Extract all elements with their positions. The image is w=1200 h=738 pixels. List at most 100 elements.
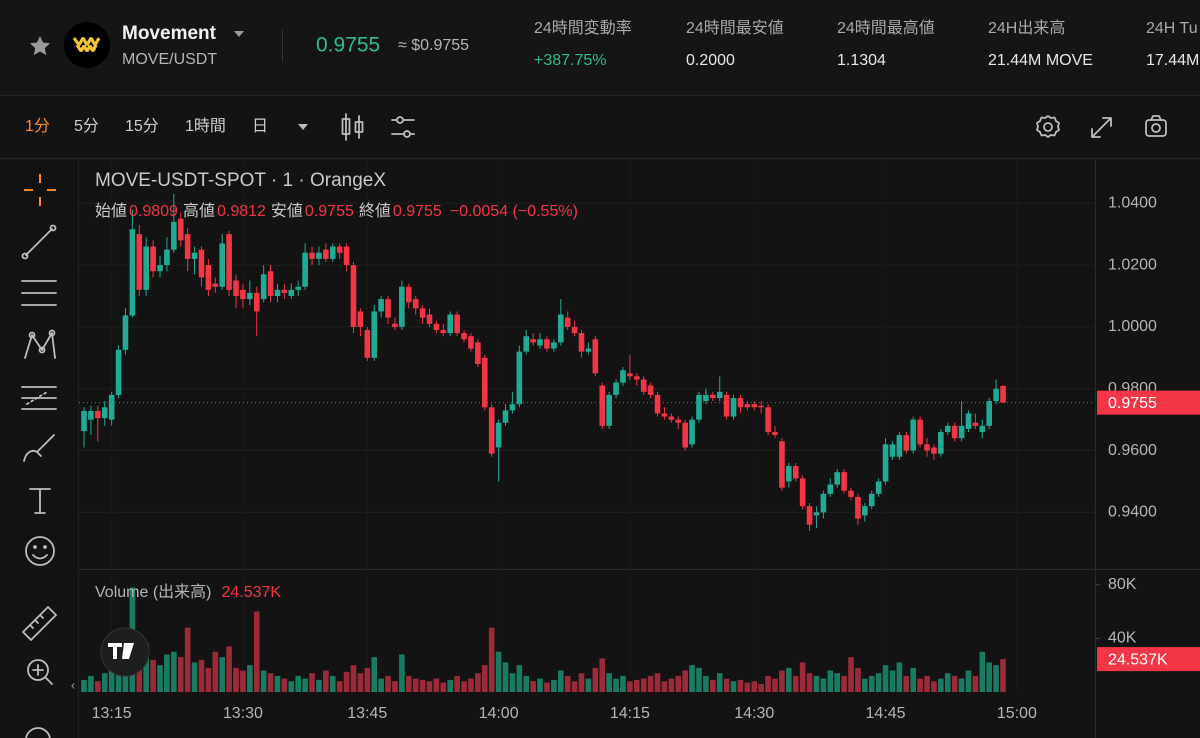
volume-bar: [654, 673, 661, 692]
header-bar: [0, 0, 1200, 95]
volume-bar: [212, 651, 219, 692]
candle-body: [523, 336, 530, 352]
candle-body: [944, 425, 951, 432]
candle-body: [509, 404, 516, 411]
last-price-badge: [1097, 390, 1200, 415]
candle-body: [640, 379, 647, 392]
volume-bar: [164, 654, 170, 692]
candle-body: [371, 311, 378, 358]
volume-bar: [647, 675, 654, 692]
candle-body: [281, 289, 288, 293]
volume-bar: [944, 673, 951, 692]
volume-bar: [219, 657, 225, 692]
token-name[interactable]: Movement: [122, 23, 217, 44]
interval-button[interactable]: 1時間: [185, 117, 226, 135]
candle-body: [260, 274, 267, 300]
volume-bar: [744, 682, 751, 692]
volume-bar: [723, 678, 730, 692]
candle-body: [95, 410, 101, 419]
text-tool[interactable]: [29, 488, 51, 514]
tradingview-badge[interactable]: [100, 627, 150, 677]
volume-bar: [862, 678, 868, 692]
candle-body: [198, 249, 205, 278]
volume-bar: [233, 667, 239, 692]
candle-body: [288, 289, 295, 296]
brush-tool[interactable]: [23, 434, 55, 462]
interval-button[interactable]: 15分: [125, 117, 159, 135]
candle-body: [440, 330, 447, 334]
volume-bar: [820, 678, 827, 692]
stat-label: 24H Tu: [1146, 20, 1198, 37]
candle-type-icon[interactable]: [341, 113, 364, 141]
volume-bar: [938, 678, 944, 692]
volume-bar: [392, 681, 398, 692]
candle-body: [799, 478, 806, 507]
candle-body: [495, 422, 502, 448]
volume-tick-label: 80K: [1108, 576, 1137, 593]
volume-bar: [253, 611, 260, 692]
volume-bar: [924, 675, 930, 692]
volume-bar: [267, 673, 274, 692]
candle-body: [557, 314, 564, 343]
chart: 1.04001.02001.00000.98000.96000.940080K4…: [79, 160, 1200, 722]
last-volume-label: 24.537K: [1108, 651, 1168, 668]
volume-bar: [385, 675, 391, 692]
zoom-tool[interactable]: [27, 659, 53, 685]
indicators-icon[interactable]: [391, 116, 415, 138]
collapse-toggle[interactable]: ‹: [71, 677, 75, 692]
candle-body: [827, 484, 834, 494]
last-price: 0.9755: [316, 34, 380, 57]
candle-body: [820, 493, 827, 513]
ruler-tool[interactable]: [22, 606, 57, 641]
fullscreen-icon[interactable]: [1091, 117, 1112, 138]
candle-body: [108, 394, 115, 420]
candle-body: [696, 394, 702, 420]
volume-bar: [1000, 659, 1006, 692]
volume-bar: [495, 651, 502, 692]
settings-icon[interactable]: [1036, 115, 1060, 138]
legend-label: 始値: [95, 202, 127, 220]
candle-body: [730, 398, 737, 417]
token-dropdown[interactable]: [234, 31, 244, 37]
volume-bar: [896, 662, 903, 692]
interval-button[interactable]: 日: [252, 118, 268, 135]
volume-bar: [716, 673, 723, 692]
volume-bar: [143, 643, 149, 692]
candle-body: [578, 333, 585, 352]
emoji-tool[interactable]: [25, 536, 55, 566]
interval-button[interactable]: 1分: [25, 117, 50, 135]
favorite-star[interactable]: [30, 36, 50, 56]
volume-bar: [875, 673, 882, 692]
crosshair-tool[interactable]: [24, 174, 56, 206]
volume-bar: [316, 679, 322, 692]
volume-bar: [806, 673, 813, 692]
candle-body: [205, 265, 212, 290]
candle-body: [343, 246, 350, 266]
fibonacci-tool[interactable]: [21, 386, 57, 410]
pattern-tool[interactable]: [24, 329, 56, 359]
volume-bar: [488, 627, 495, 692]
volume-bar: [571, 681, 578, 692]
pair-name: MOVE/USDT: [122, 51, 217, 68]
volume-bar: [827, 670, 834, 692]
candle-body: [627, 373, 633, 377]
candle-body: [447, 314, 454, 334]
candle-body: [475, 342, 481, 364]
volume-bar: [115, 662, 122, 692]
more-tool[interactable]: [25, 727, 51, 738]
y-tick-label: 1.0000: [1108, 318, 1157, 335]
candle-body: [792, 466, 799, 479]
volume-bar: [247, 665, 253, 692]
volume-legend: Volume (出来高) 24.537K: [95, 583, 281, 601]
candle-body: [544, 339, 550, 349]
candle-body: [364, 330, 371, 358]
interval-dropdown[interactable]: [298, 124, 308, 130]
snapshot-icon[interactable]: [1145, 115, 1167, 137]
volume-bar: [350, 665, 357, 692]
interval-button[interactable]: 5分: [74, 117, 99, 135]
volume-bar: [405, 675, 412, 692]
volume-bar: [171, 651, 177, 692]
horizontal-lines-tool[interactable]: [21, 280, 57, 306]
trendline-tool[interactable]: [21, 224, 57, 260]
